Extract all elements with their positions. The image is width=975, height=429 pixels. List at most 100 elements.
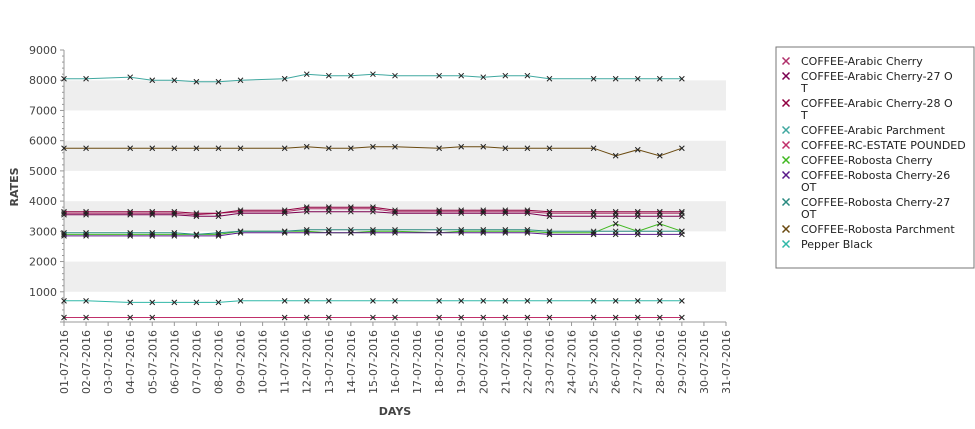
data-point xyxy=(612,213,619,220)
data-point xyxy=(546,297,553,304)
data-point xyxy=(480,314,487,321)
data-point xyxy=(458,226,465,233)
y-tick-label: 2000 xyxy=(29,256,57,269)
data-point xyxy=(303,297,310,304)
grid-band xyxy=(64,140,726,171)
data-point xyxy=(502,314,509,321)
series-2 xyxy=(61,204,685,217)
data-point xyxy=(656,152,663,159)
data-point xyxy=(436,297,442,304)
x-tick-label: 24-07-2016 xyxy=(566,330,579,394)
data-point xyxy=(392,143,398,150)
x-tick-label: 09-07-2016 xyxy=(235,330,248,394)
data-point xyxy=(612,314,619,321)
data-point xyxy=(546,208,553,215)
data-point xyxy=(480,297,487,304)
data-point xyxy=(480,143,487,150)
data-point xyxy=(171,299,178,306)
x-tick-label: 28-07-2016 xyxy=(654,330,667,394)
data-point xyxy=(458,72,465,79)
data-point xyxy=(348,226,354,233)
data-point xyxy=(370,226,376,233)
data-point xyxy=(392,207,398,214)
data-point xyxy=(237,77,244,84)
data-point xyxy=(656,228,663,235)
data-point xyxy=(370,297,376,304)
chart-legend: COFFEE-Arabic Cherry COFFEE-Arabic Cherry… xyxy=(775,46,975,269)
data-point xyxy=(215,299,222,306)
x-tick-label: 30-07-2016 xyxy=(698,330,711,394)
data-point xyxy=(392,72,398,79)
data-point xyxy=(149,314,156,321)
data-point xyxy=(656,75,663,82)
data-point xyxy=(436,226,442,233)
data-point xyxy=(370,208,376,215)
x-axis-title: DAYS xyxy=(379,405,412,418)
data-point xyxy=(281,207,288,214)
data-point xyxy=(370,71,376,78)
y-tick-label: 4000 xyxy=(29,195,57,208)
data-point xyxy=(127,229,134,236)
legend-label: COFFEE-RC-ESTATE POUNDED xyxy=(801,139,966,152)
series-4 xyxy=(61,314,685,321)
data-point xyxy=(634,146,641,153)
y-tick-label: 1000 xyxy=(29,286,57,299)
data-point xyxy=(524,297,531,304)
data-point xyxy=(281,228,288,235)
legend-label: Pepper Black xyxy=(801,238,873,251)
data-point xyxy=(634,75,641,82)
y-axis-title: RATES xyxy=(8,167,21,206)
legend-label: COFFEE-Arabic Cherry-28 O xyxy=(801,97,953,110)
data-point xyxy=(348,208,354,215)
data-point xyxy=(370,314,376,321)
data-point xyxy=(679,297,685,304)
data-point xyxy=(590,213,597,220)
data-point xyxy=(524,314,531,321)
data-point xyxy=(237,228,244,235)
x-tick-label: 18-07-2016 xyxy=(433,330,446,394)
data-point xyxy=(546,75,553,82)
data-point xyxy=(281,297,288,304)
data-point xyxy=(656,220,663,227)
data-point xyxy=(524,207,531,214)
legend-label: COFFEE-Robosta Cherry xyxy=(801,154,933,167)
data-point xyxy=(590,228,597,235)
data-point xyxy=(61,145,67,152)
x-tick-label: 17-07-2016 xyxy=(411,330,424,394)
data-point xyxy=(634,228,641,235)
data-point xyxy=(546,314,553,321)
data-point xyxy=(193,78,200,85)
data-point xyxy=(61,229,67,236)
data-point xyxy=(656,314,663,321)
data-point xyxy=(215,78,222,85)
data-point xyxy=(524,145,531,152)
data-point xyxy=(61,75,67,82)
series-line xyxy=(64,300,682,303)
data-point xyxy=(303,71,310,78)
data-point xyxy=(502,72,509,79)
data-point xyxy=(524,72,531,79)
data-point xyxy=(480,74,487,81)
legend-label: T xyxy=(800,82,808,95)
legend-label: OT xyxy=(801,208,817,221)
data-point xyxy=(83,229,89,236)
data-point xyxy=(303,226,310,233)
data-point xyxy=(127,145,134,152)
data-point xyxy=(546,145,553,152)
data-point xyxy=(634,314,641,321)
data-point xyxy=(370,143,376,150)
data-point xyxy=(348,72,354,79)
data-point xyxy=(237,297,244,304)
data-point xyxy=(83,145,89,152)
data-point xyxy=(370,204,376,211)
data-point xyxy=(325,208,332,215)
data-point xyxy=(149,208,156,215)
series-9 xyxy=(61,297,685,306)
data-point xyxy=(612,208,619,215)
y-tick-label: 8000 xyxy=(29,74,57,87)
data-point xyxy=(612,220,619,227)
plot-background-bands xyxy=(64,50,726,322)
x-tick-label: 15-07-2016 xyxy=(367,330,380,394)
legend-items: COFFEE-Arabic Cherry COFFEE-Arabic Cherry… xyxy=(781,55,966,251)
